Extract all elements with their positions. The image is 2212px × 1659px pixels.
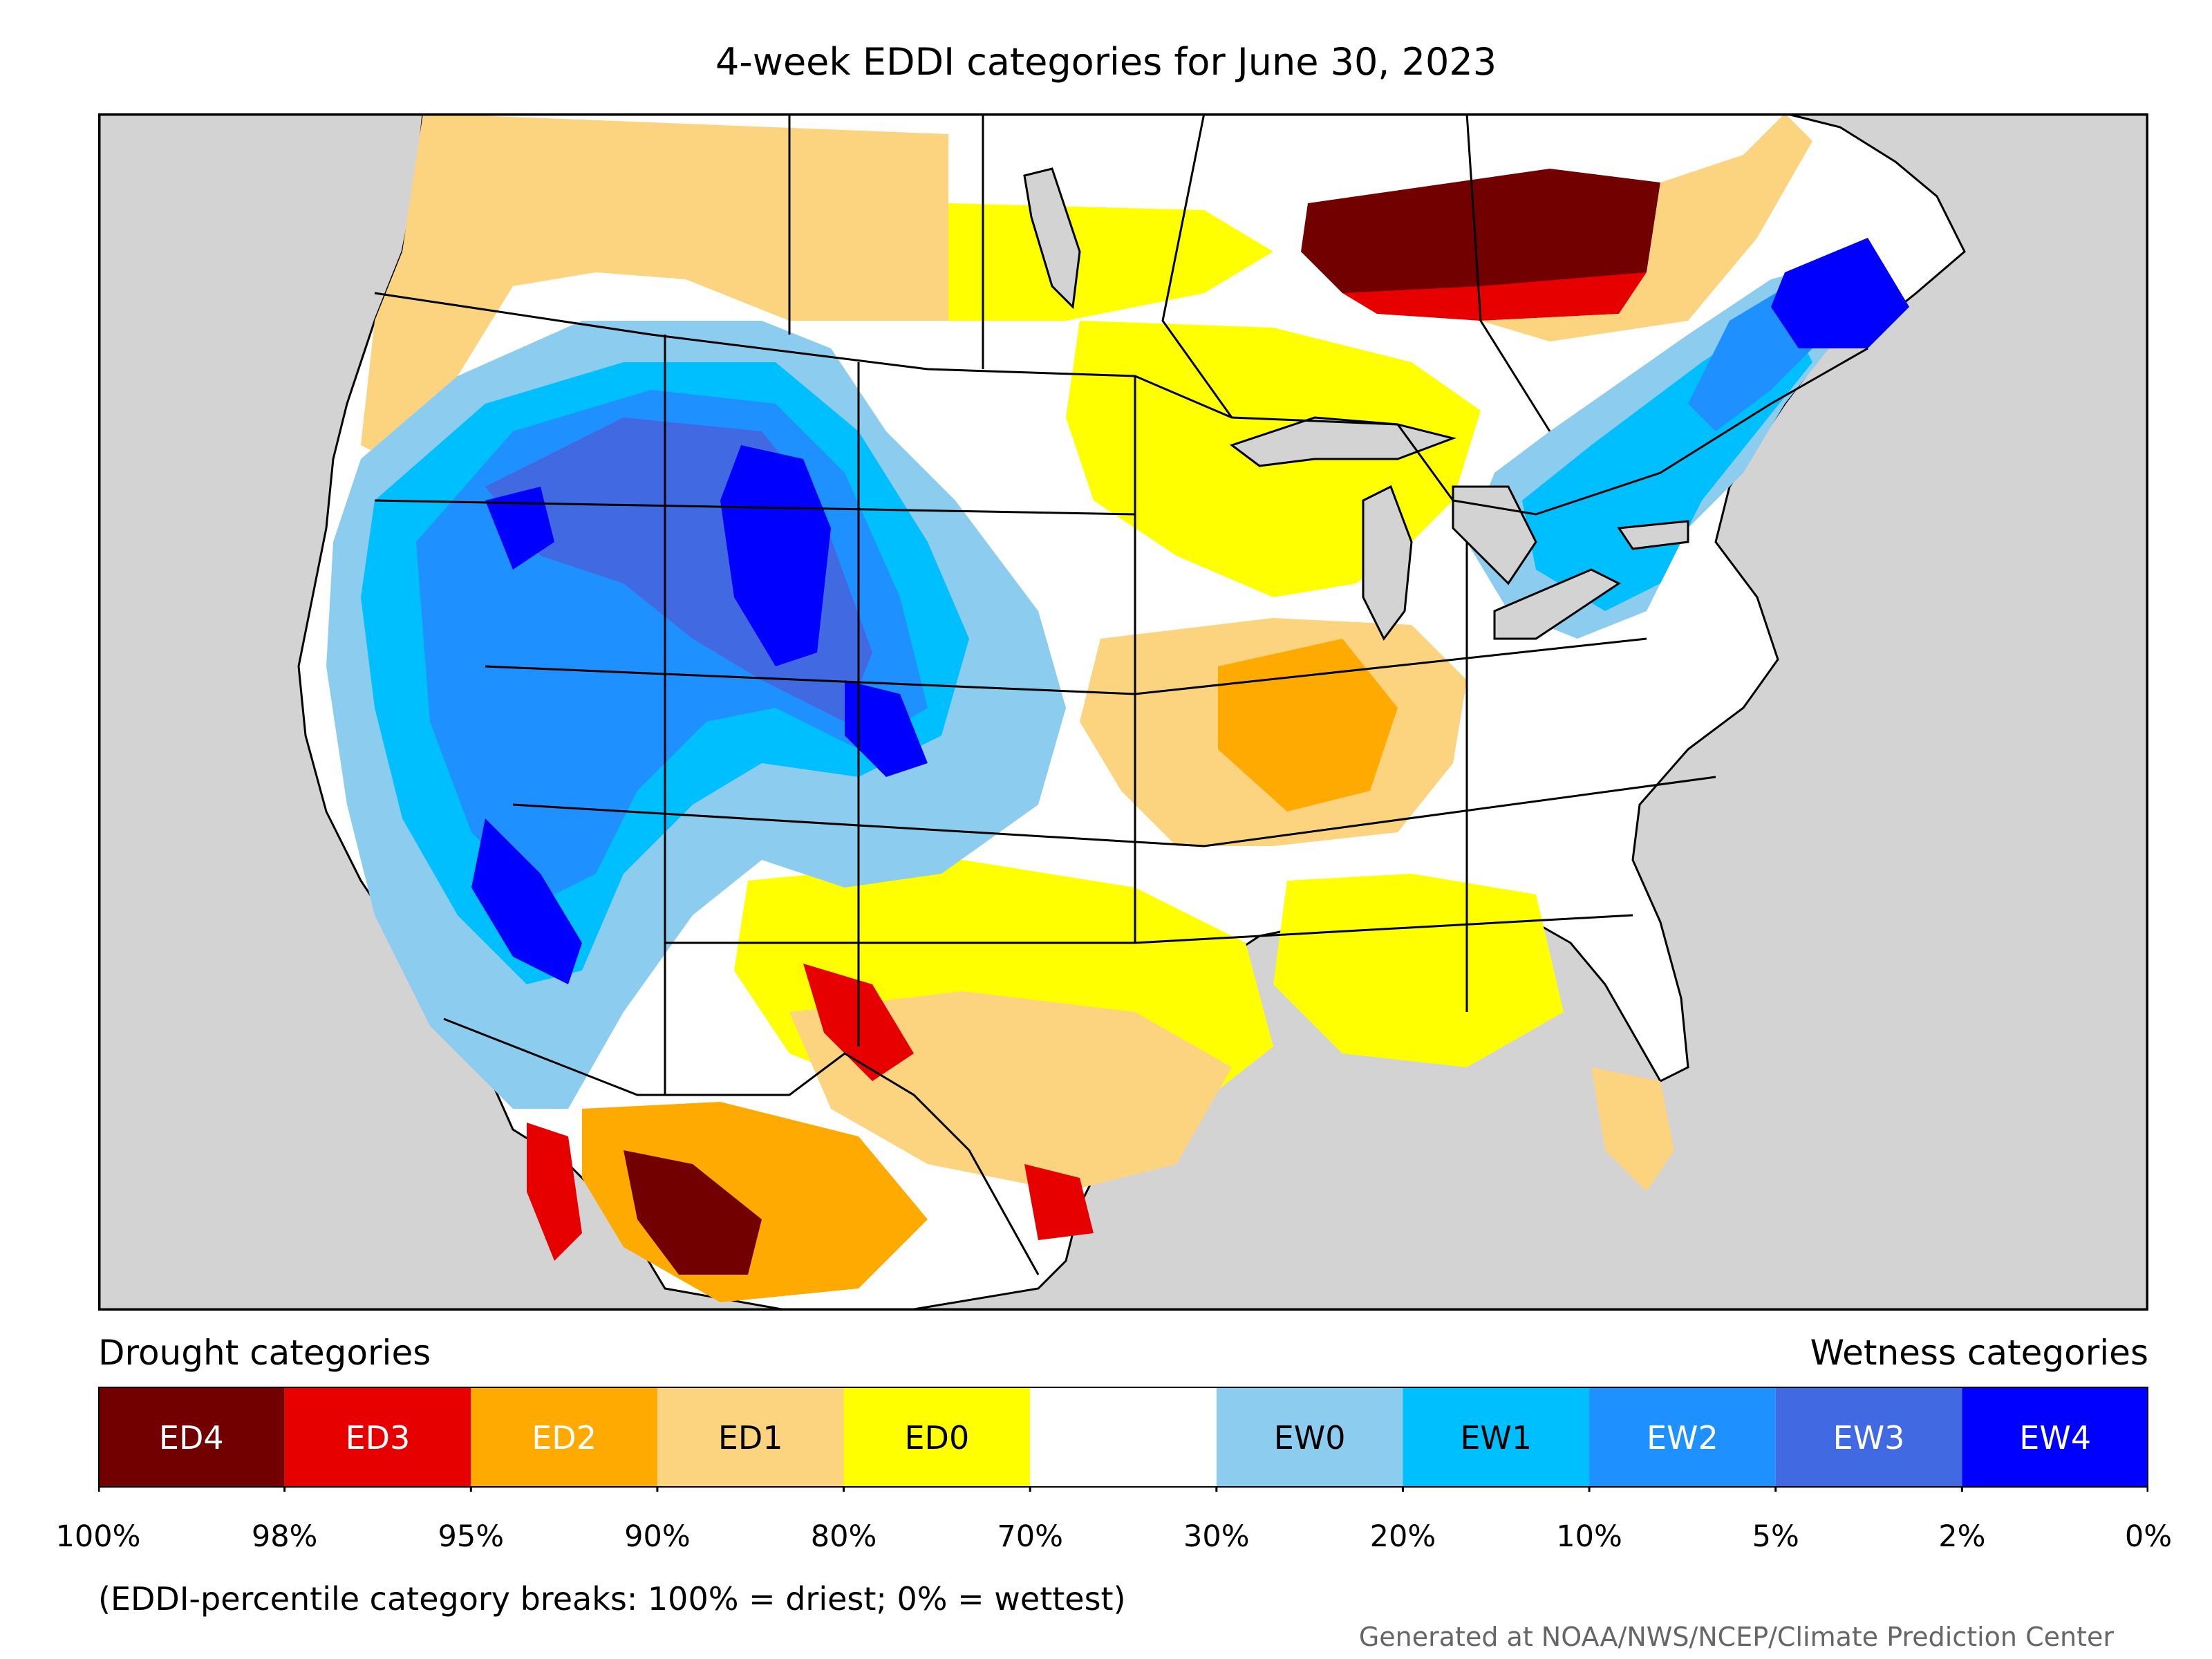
colorbar-label-ed1: ED1 [718,1419,783,1456]
ed4-patch-mexico [624,1150,762,1275]
colorbar-label-ew2: EW2 [1647,1419,1718,1456]
category-colorbar: ED4 ED3 ED2 ED1 ED0 EW0 EW1 EW2 EW3 EW4 [98,1387,2148,1492]
us-mexico-border [443,1018,1040,1275]
colorbar-frame [98,1387,2148,1488]
colorbar-tick-label: 98% [251,1519,318,1554]
colorbar-label-ew4: EW4 [2019,1419,2091,1456]
colorbar-segment-ew3 [1775,1387,1962,1488]
ed3-patch-ontario [1342,272,1647,321]
canada-us-border [374,292,1868,516]
colorbar-label-ed2: ED2 [532,1419,597,1456]
colorbar-tick-label: 0% [2124,1519,2173,1554]
colorbar-segment-ed0 [843,1387,1031,1488]
colorbar-label-ed4: ED4 [159,1419,224,1456]
colorbar-label-ew1: EW1 [1460,1419,1532,1456]
boundary-lat-41 [485,637,1647,695]
map-title: 4-week EDDI categories for June 30, 2023 [715,40,1497,84]
colorbar-segment-neutral [1030,1387,1217,1488]
colorbar-label-ed3: ED3 [346,1419,411,1456]
colorbar-tick-label: 2% [1938,1519,1986,1554]
ew4-patch-wyoming [720,445,831,666]
boundary-canada-east [1161,113,1233,418]
ed3-patch-bajacalifornia [527,1123,582,1261]
wetness-categories-heading: Wetness categories [1810,1333,2148,1373]
colorbar-tick-label: 90% [624,1519,691,1554]
colorbar-segment-ed3 [284,1387,471,1488]
colorbar-label-ew3: EW3 [1833,1419,1905,1456]
category-note: (EDDI-percentile category breaks: 100% =… [98,1580,1126,1618]
ew4-patch-maine [1771,238,1909,348]
boundary-quebec [1465,113,1551,432]
drought-categories-heading: Drought categories [98,1333,431,1373]
ed0-patch-north [948,203,1273,321]
ew4-patch-idaho [485,487,554,570]
eddi-map [98,113,2148,1311]
colorbar-tick-label: 5% [1752,1519,1799,1554]
map-frame [98,113,2148,1311]
colorbar-tick-label: 30% [1183,1519,1250,1554]
lake-superior [1229,416,1457,467]
colorbar-label-ew0: EW0 [1274,1419,1346,1456]
colorbar-label-ed0: ED0 [904,1419,969,1456]
ed4-patch-ontario [1301,169,1660,293]
ed1-patch-ontario [1481,113,1812,341]
ed1-patch-florida [1591,1067,1674,1192]
ew4-patch-colorado [845,680,928,777]
colorbar-segment-ed1 [657,1387,844,1488]
colorbar-tick-label: 20% [1369,1519,1436,1554]
colorbar-tick-label: 80% [810,1519,877,1554]
political-boundaries [374,113,1868,1275]
boundary-lat-33 [665,914,1633,944]
colorbar-segment-ew2 [1589,1387,1776,1488]
ed1-patch-northwest [361,113,948,473]
ed2-patch-illinois [1218,639,1398,812]
ed3-patch-texas-south [1024,1164,1094,1240]
credit-line: Generated at NOAA/NWS/NCEP/Climate Predi… [1358,1622,2114,1652]
great-lakes [1023,167,1689,641]
boundary-lat-37 [512,776,1716,847]
colorbar-tick-label: 10% [1556,1519,1622,1554]
ew4-patch-southwest [471,818,582,984]
colorbar-segment-ew0 [1216,1387,1403,1488]
colorbar-segment-ed4 [98,1387,285,1488]
colorbar-segment-ew4 [1962,1387,2148,1488]
colorbar-tick-label: 70% [997,1519,1063,1554]
colorbar-segment-ew1 [1403,1387,1590,1488]
boundary-lat-45 [374,499,1136,516]
lake-erie [1493,568,1621,640]
lake-michigan [1362,485,1413,641]
colorbar-tick-label: 100% [55,1519,141,1554]
lake-winnipeg [1023,167,1081,310]
lake-ontario [1617,520,1689,550]
colorbar-segment-ed2 [471,1387,657,1488]
colorbar-tick-label: 95% [438,1519,505,1554]
